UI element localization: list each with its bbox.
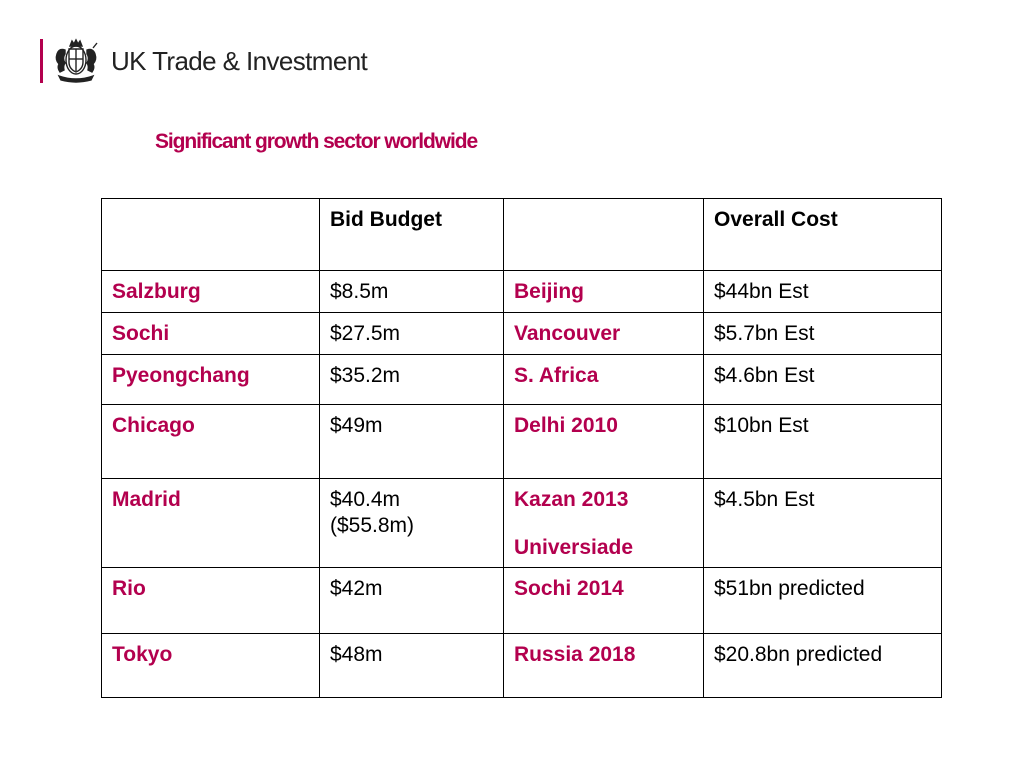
overall-cost-cell: $5.7bn Est (703, 312, 942, 355)
bid-budget-cell: $35.2m (319, 354, 504, 405)
bid-cost-table: Bid Budget Overall Cost Salzburg $8.5m B… (101, 198, 942, 698)
bid-budget-cell: $40.4m ($55.8m) (319, 478, 504, 568)
table-row: Salzburg $8.5m Beijing $44bn Est (101, 270, 942, 313)
bid-city-cell: Salzburg (101, 270, 320, 313)
bid-budget-cell: $27.5m (319, 312, 504, 355)
table-row: Pyeongchang $35.2m S. Africa $4.6bn Est (101, 354, 942, 405)
overall-cost-cell: $10bn Est (703, 404, 942, 479)
header-cell-bid-budget: Bid Budget (319, 198, 504, 271)
overall-cost-cell: $20.8bn predicted (703, 633, 942, 698)
table-row: Rio $42m Sochi 2014 $51bn predicted (101, 567, 942, 634)
bid-city-cell: Rio (101, 567, 320, 634)
bid-budget-cell: $42m (319, 567, 504, 634)
bid-budget-cell: $8.5m (319, 270, 504, 313)
bid-city-cell: Sochi (101, 312, 320, 355)
overall-cost-cell: $44bn Est (703, 270, 942, 313)
overall-cost-cell: $51bn predicted (703, 567, 942, 634)
event-line: Kazan 2013 (514, 488, 629, 511)
royal-coat-of-arms-icon (55, 38, 98, 83)
header-cell-empty (503, 198, 704, 271)
bid-city-cell: Pyeongchang (101, 354, 320, 405)
header-cell-empty (101, 198, 320, 271)
overall-cost-cell: $4.5bn Est (703, 478, 942, 568)
bid-budget-cell: $48m (319, 633, 504, 698)
bid-budget-line: ($55.8m) (330, 514, 415, 537)
table-row: Chicago $49m Delhi 2010 $10bn Est (101, 404, 942, 479)
event-cell: Beijing (503, 270, 704, 313)
overall-cost-cell: $4.6bn Est (703, 354, 942, 405)
table-row: Sochi $27.5m Vancouver $5.7bn Est (101, 312, 942, 355)
event-line: Universiade (514, 536, 634, 559)
brand-header: UK Trade & Investment (40, 38, 368, 84)
bid-budget-cell: $49m (319, 404, 504, 479)
header-cell-overall-cost: Overall Cost (703, 198, 942, 271)
event-cell: S. Africa (503, 354, 704, 405)
event-cell: Vancouver (503, 312, 704, 355)
event-cell: Delhi 2010 (503, 404, 704, 479)
event-cell: Russia 2018 (503, 633, 704, 698)
brand-accent-bar (40, 39, 43, 83)
event-cell: Kazan 2013 Universiade (503, 478, 704, 568)
slide-title: Significant growth sector worldwide (155, 130, 478, 153)
bid-budget-line: $40.4m (330, 488, 401, 511)
event-cell: Sochi 2014 (503, 567, 704, 634)
table-header-row: Bid Budget Overall Cost (101, 198, 942, 271)
bid-city-cell: Madrid (101, 478, 320, 568)
table-row: Tokyo $48m Russia 2018 $20.8bn predicted (101, 633, 942, 698)
brand-name: UK Trade & Investment (111, 45, 368, 76)
table-row: Madrid $40.4m ($55.8m) Kazan 2013 Univer… (101, 478, 942, 568)
bid-city-cell: Chicago (101, 404, 320, 479)
bid-city-cell: Tokyo (101, 633, 320, 698)
